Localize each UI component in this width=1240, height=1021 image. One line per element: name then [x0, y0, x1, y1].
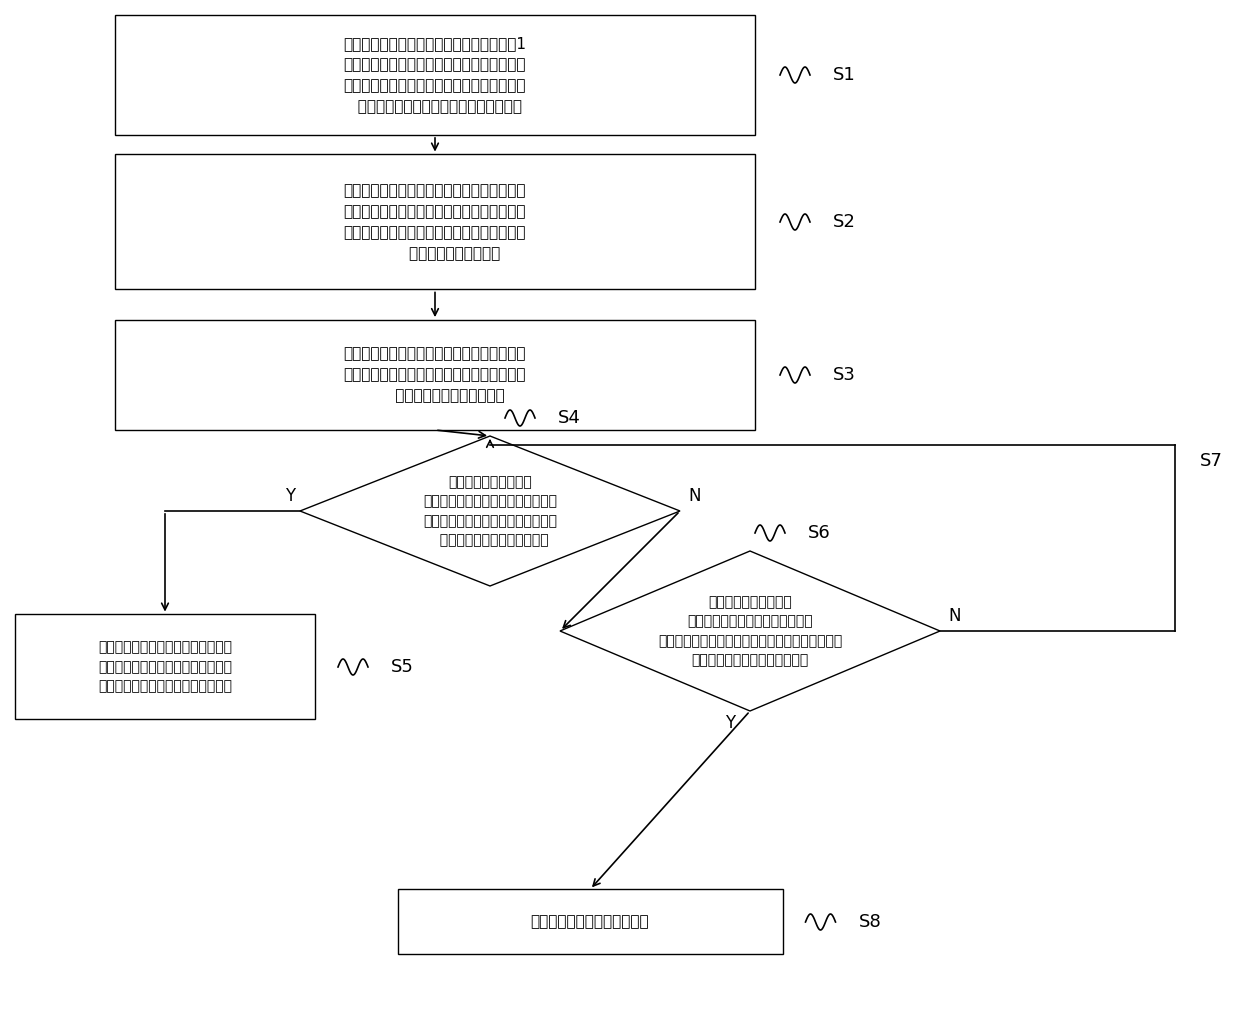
Text: 所述协调器节点将所述网络中的对应采集节点
信息自动记录到各路由节点中，即在路由节点
中记录通过该路由节点的所有采集节点的设备
        编号和数据包大小信: 所述协调器节点将所述网络中的对应采集节点 信息自动记录到各路由节点中，即在路由节…	[343, 183, 526, 261]
Polygon shape	[300, 436, 680, 586]
Text: N: N	[949, 607, 961, 625]
Bar	[15, 615, 315, 720]
Bar	[115, 154, 755, 290]
Text: 如设备编号和数据包比对均一致，则
所述路由节点将接收到的数据包上传
至协调器节点，并自动进入休眠状态: 如设备编号和数据包比对均一致，则 所述路由节点将接收到的数据包上传 至协调器节点…	[98, 640, 232, 693]
Text: Y: Y	[725, 714, 735, 732]
Text: 如超时，则自动进入休眠状态: 如超时，则自动进入休眠状态	[531, 915, 650, 929]
Bar	[398, 889, 782, 955]
Polygon shape	[560, 551, 940, 711]
Text: Y: Y	[285, 487, 295, 505]
Text: S8: S8	[858, 913, 882, 931]
Text: S4: S4	[558, 409, 580, 427]
Text: S5: S5	[391, 658, 414, 676]
Text: S7: S7	[1200, 452, 1223, 470]
Text: S3: S3	[833, 366, 856, 384]
Text: S2: S2	[833, 213, 856, 231]
Text: S6: S6	[808, 524, 831, 542]
Text: 在所述形成的网络的基础上，所述路由节点按
照采集节点的采样时刻自动提前唤醒，等待所
      属的采集节点进行数据跳传: 在所述形成的网络的基础上，所述路由节点按 照采集节点的采样时刻自动提前唤醒，等待…	[343, 346, 526, 403]
Text: 路由节点每隔预设时间如一个小时持续唤醒1
个采样周期，各采集节点、路由节点发送心跳
包至协调器节点，协调器节点记录所述采集节
  点、路由节点的心跳包路径，以形: 路由节点每隔预设时间如一个小时持续唤醒1 个采样周期，各采集节点、路由节点发送心…	[343, 36, 527, 114]
Bar	[115, 15, 755, 135]
Text: N: N	[688, 487, 701, 505]
Bar	[115, 320, 755, 430]
Text: S1: S1	[833, 66, 856, 84]
Text: 如设备编号和数据包有
其一比对不一致，则所述路由节点
保持唤醒状态，自动发送指令通知采集节点重新采
集和传输，并判断等待是否超时: 如设备编号和数据包有 其一比对不一致，则所述路由节点 保持唤醒状态，自动发送指令…	[658, 595, 842, 668]
Text: 所述路由节点从所属的
采集节点接收到数据包后，先将接收
到的数据包与记录在该采集节点上的
  设备编号和数据包大小做对比: 所述路由节点从所属的 采集节点接收到数据包后，先将接收 到的数据包与记录在该采集…	[423, 475, 557, 547]
